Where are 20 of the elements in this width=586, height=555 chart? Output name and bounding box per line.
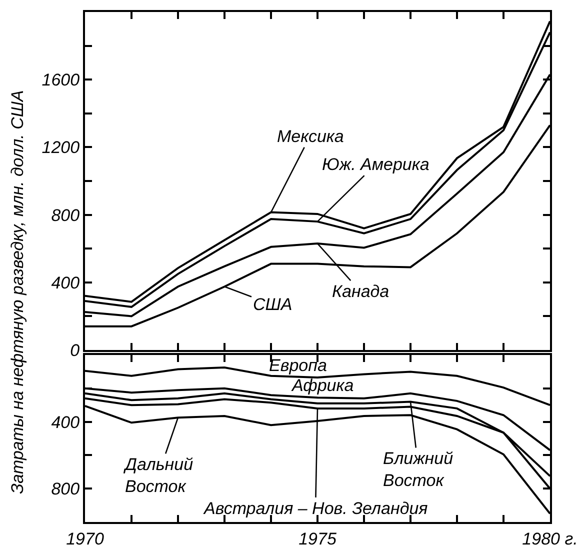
y-tick-label: 400 [51,273,80,292]
annotation: Африка [291,376,354,395]
annotation: Австралия – Нов. Зеландия [203,499,428,518]
x-tick-label: 1970 [66,529,104,548]
y-tick-label: 1600 [42,70,80,90]
y-tick-label: 800 [51,206,80,225]
y-axis-title: Затраты на нефтяную разведку, млн. долл. США [8,90,28,494]
annotation: Канада [332,282,390,301]
y-tick-label: 1200 [42,138,80,158]
x-tick-label: 1975 [298,529,337,548]
annotation: Юж. Америка [322,155,430,174]
x-tick-label: 1980 г. [522,529,578,548]
y-tick-label: 0 [70,340,80,360]
annotation: Ближний Восток [383,449,454,490]
y-tick-label: 400 [51,412,80,432]
annotation: Дальний Восток [123,455,194,496]
annotation: США [253,295,292,314]
annotation: Мексика [277,127,344,146]
y-tick-label: 800 [51,480,80,499]
annotation: Европа [269,356,327,375]
